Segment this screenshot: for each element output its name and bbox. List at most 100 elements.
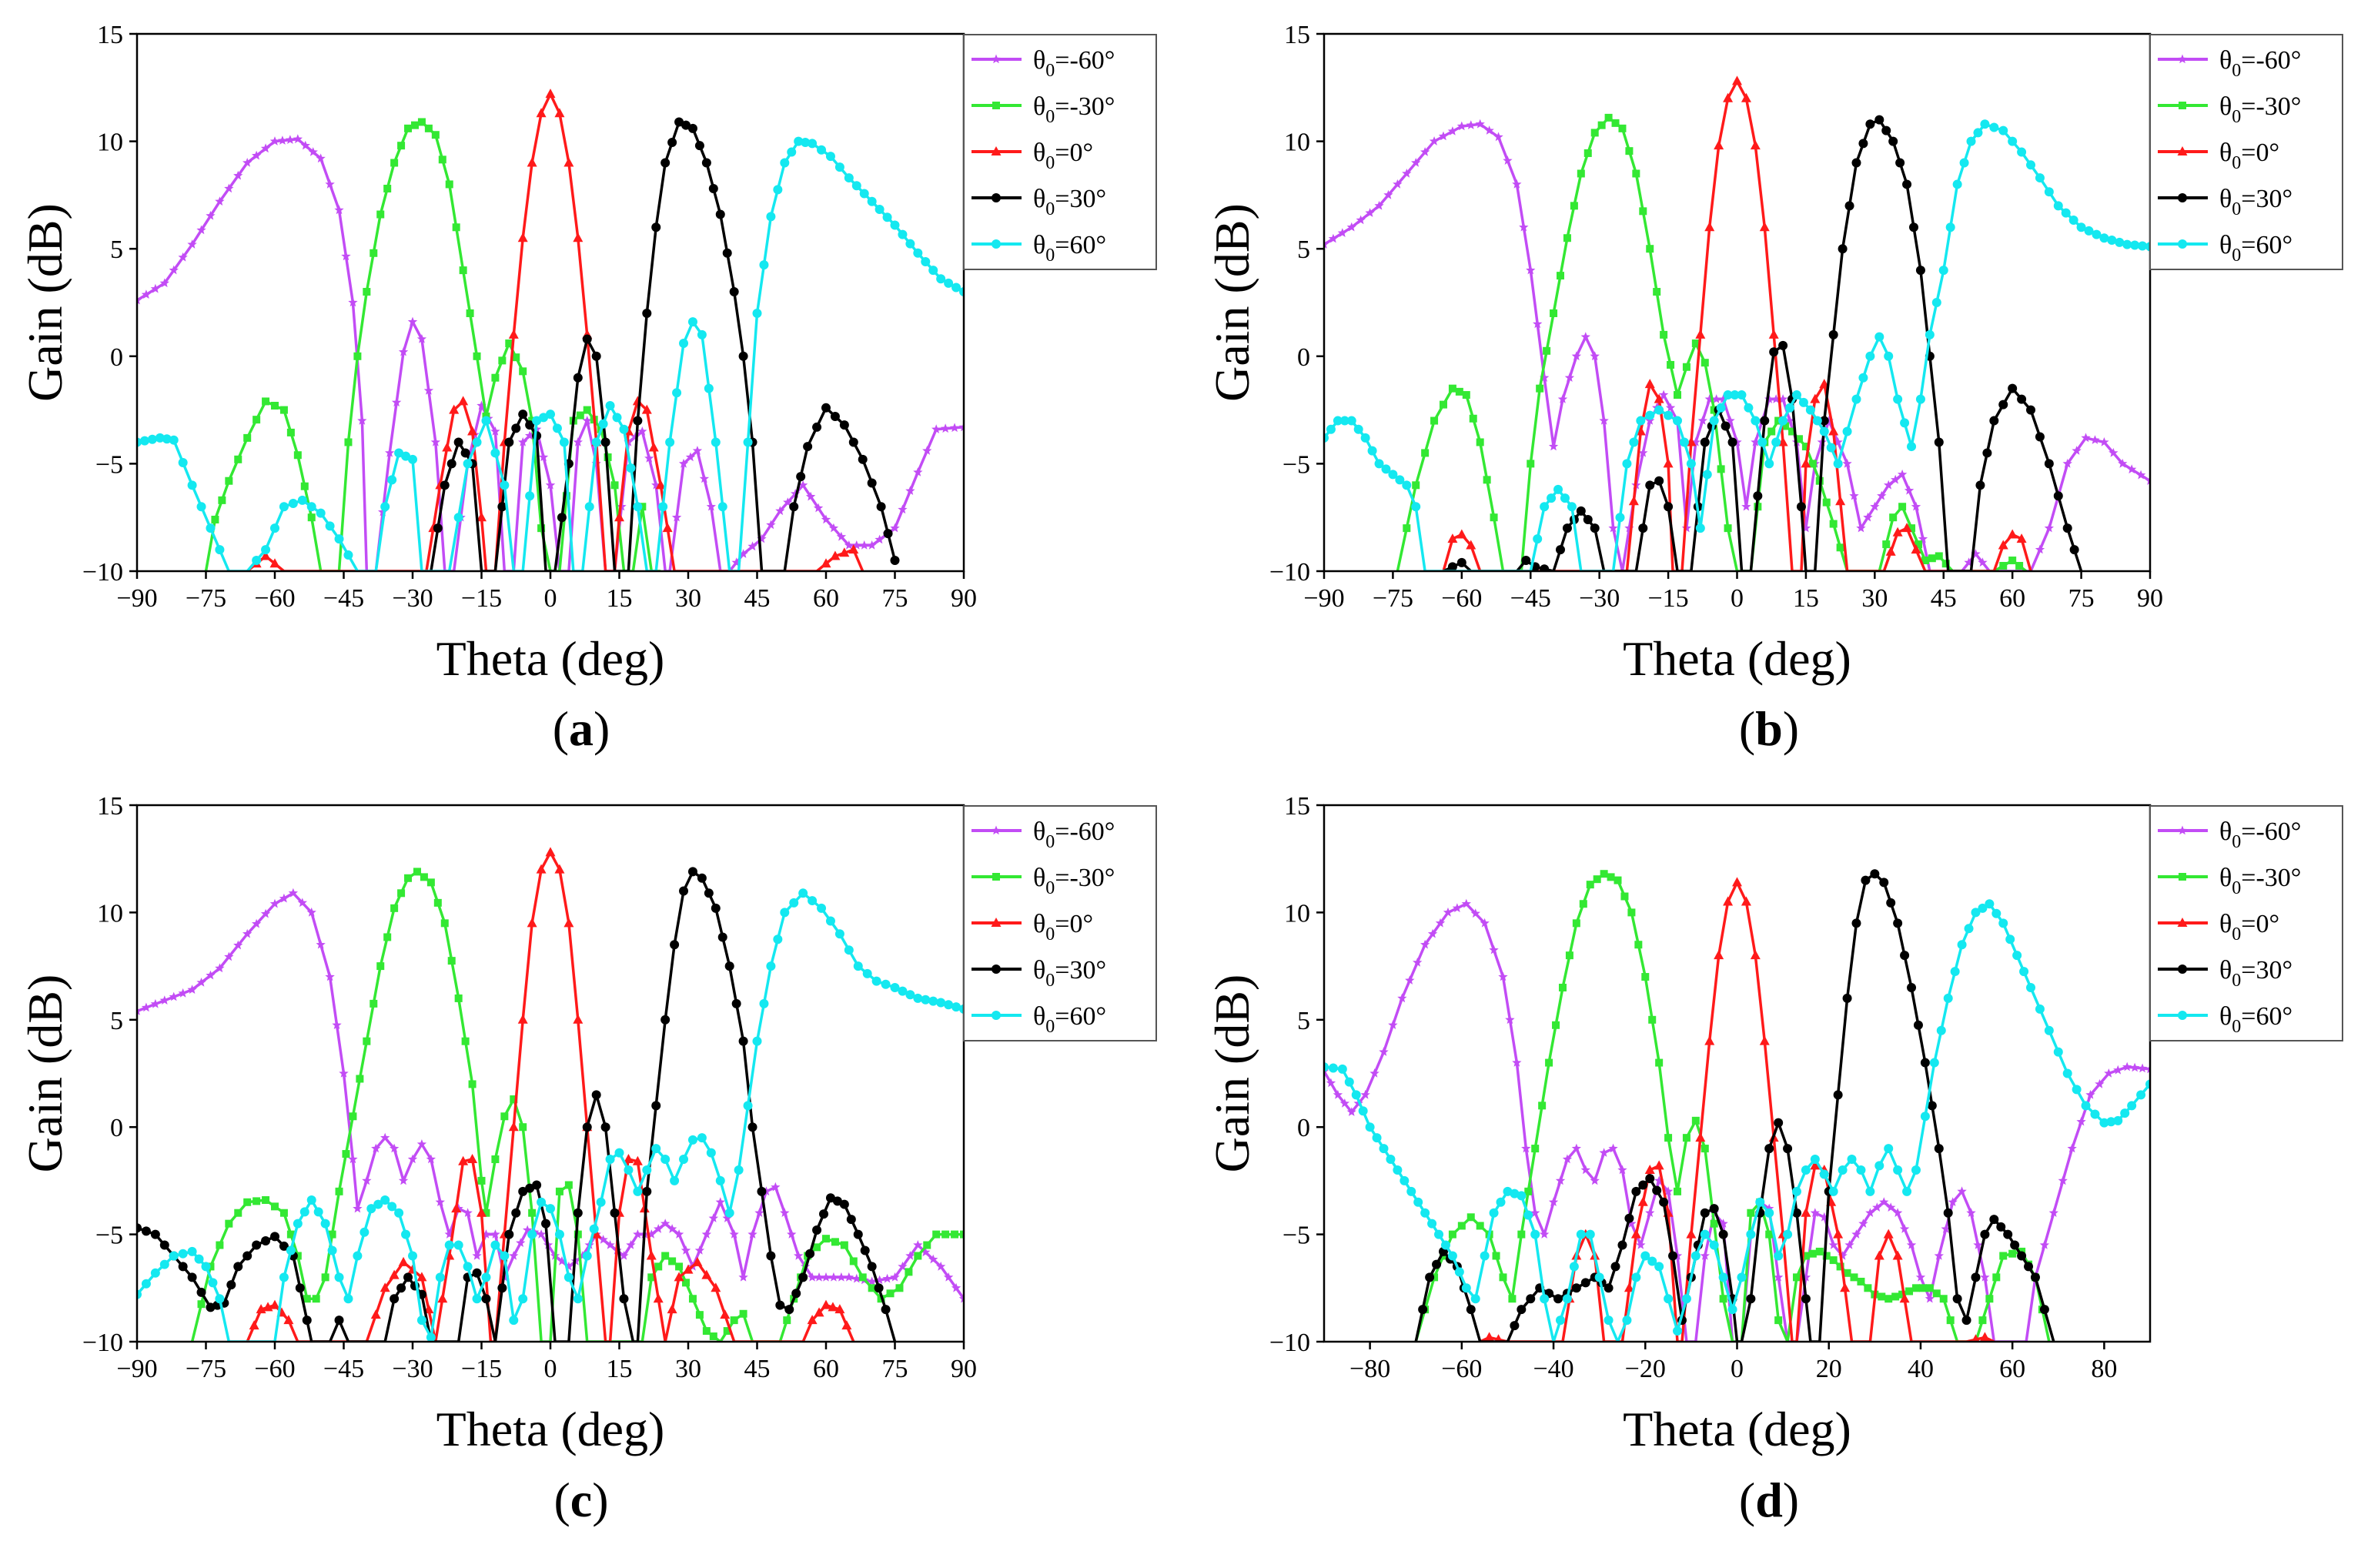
series-marker <box>1565 951 1573 960</box>
series-marker <box>844 945 854 955</box>
series-marker <box>706 1148 716 1158</box>
series-marker <box>1810 393 1821 403</box>
series-marker <box>848 544 859 554</box>
series-marker <box>1700 1208 1710 1218</box>
series-marker <box>2135 470 2146 480</box>
series-marker <box>992 102 1000 109</box>
series-marker <box>1718 394 1728 403</box>
series-marker <box>1913 1020 1923 1030</box>
series-marker <box>2053 1047 2063 1057</box>
series-marker <box>2072 446 2082 455</box>
series-marker <box>1905 1287 1914 1296</box>
x-tick-label: −30 <box>1579 584 1620 613</box>
series-marker <box>1925 329 1935 339</box>
series-marker <box>297 495 307 505</box>
series-marker <box>1891 474 1901 484</box>
chart-panel-d: −80 −60 −40 −20 0 20 40 60 80 −10 −5 0 5 10 15 Theta (d… <box>1205 792 2343 1527</box>
series-marker <box>1719 1295 1727 1303</box>
series-marker <box>288 499 298 509</box>
series-marker <box>1791 390 1801 400</box>
series-marker <box>1681 523 1692 533</box>
series-marker <box>913 467 923 476</box>
series-marker <box>327 1245 337 1255</box>
series-marker <box>1346 416 1356 426</box>
series-marker <box>1723 896 1734 906</box>
series-marker <box>1527 460 1535 468</box>
series-marker <box>834 929 844 939</box>
series-marker <box>814 1307 824 1317</box>
series-marker <box>1447 533 1458 543</box>
series-marker <box>1874 332 1884 342</box>
series-marker <box>321 1273 329 1282</box>
series-marker <box>1914 540 1922 549</box>
series-marker <box>794 1251 804 1260</box>
series-marker <box>500 480 510 490</box>
series-marker <box>2026 982 2036 992</box>
series-marker <box>316 939 326 949</box>
series-marker <box>1344 1077 1354 1087</box>
series-marker <box>651 1101 661 1111</box>
series-marker <box>648 442 659 452</box>
series-1 <box>1324 898 2150 1342</box>
series-marker <box>624 1165 634 1175</box>
series-marker <box>363 1037 371 1045</box>
series-marker <box>1979 1332 1990 1342</box>
series-marker <box>1902 1186 1912 1196</box>
series-marker <box>2099 233 2109 243</box>
y-tick-label: 5 <box>1297 1007 1310 1035</box>
series-marker <box>401 451 411 461</box>
series-marker <box>461 1037 470 1045</box>
series-marker <box>1576 506 1586 516</box>
series-1 <box>137 888 964 1303</box>
legend: θ0=-60° θ0=-30° θ0=0° θ0=30° θ0=60° <box>2149 805 2343 1041</box>
series-marker <box>619 1294 629 1304</box>
series-marker <box>1540 373 1550 382</box>
series-marker <box>584 502 594 512</box>
series-marker <box>1893 1208 1903 1217</box>
series-marker <box>642 1165 652 1175</box>
series-marker <box>752 1036 762 1046</box>
series-marker <box>651 1144 661 1154</box>
y-tick-label: −5 <box>95 450 123 479</box>
series-marker <box>554 1229 564 1239</box>
series-marker <box>1700 437 1710 447</box>
series-marker <box>1893 394 1903 404</box>
series-marker <box>390 1294 400 1304</box>
series-marker <box>1405 975 1415 985</box>
series-marker <box>813 503 824 513</box>
series-marker <box>1810 1155 1820 1165</box>
series-marker <box>397 889 406 898</box>
series-marker <box>1891 1292 1900 1301</box>
series-marker <box>1701 1145 1709 1153</box>
series-marker <box>817 145 827 155</box>
series-marker <box>717 502 727 512</box>
series-marker <box>1607 873 1615 881</box>
series-marker <box>747 541 757 551</box>
series-marker <box>1934 1251 1944 1260</box>
series-marker <box>2015 562 2024 570</box>
series-marker <box>1512 179 1522 189</box>
series-marker <box>344 438 353 446</box>
series-marker <box>1858 373 1868 383</box>
series-marker <box>2017 1251 2027 1261</box>
series-marker <box>1911 501 1921 511</box>
series-marker <box>1664 1134 1673 1142</box>
legend-item-2: θ0=-30° <box>971 92 1115 127</box>
series-marker <box>536 108 547 118</box>
y-tick-label: 10 <box>97 899 123 928</box>
series-marker <box>1624 523 1634 533</box>
series-marker <box>1665 403 1676 413</box>
series-marker <box>2129 1062 2140 1072</box>
series-marker <box>832 1196 842 1206</box>
series-marker <box>1783 1144 1793 1154</box>
legend-item-1: θ0=-60° <box>2158 46 2301 81</box>
series-marker <box>2085 1089 2095 1099</box>
series-marker <box>1810 1208 1820 1217</box>
series-marker <box>525 491 535 501</box>
series-marker <box>637 426 647 436</box>
panel-letter: c <box>570 1473 592 1527</box>
series-marker <box>1496 1197 1506 1207</box>
series-marker <box>155 433 165 443</box>
series-marker <box>825 152 835 162</box>
series-marker <box>545 89 556 99</box>
